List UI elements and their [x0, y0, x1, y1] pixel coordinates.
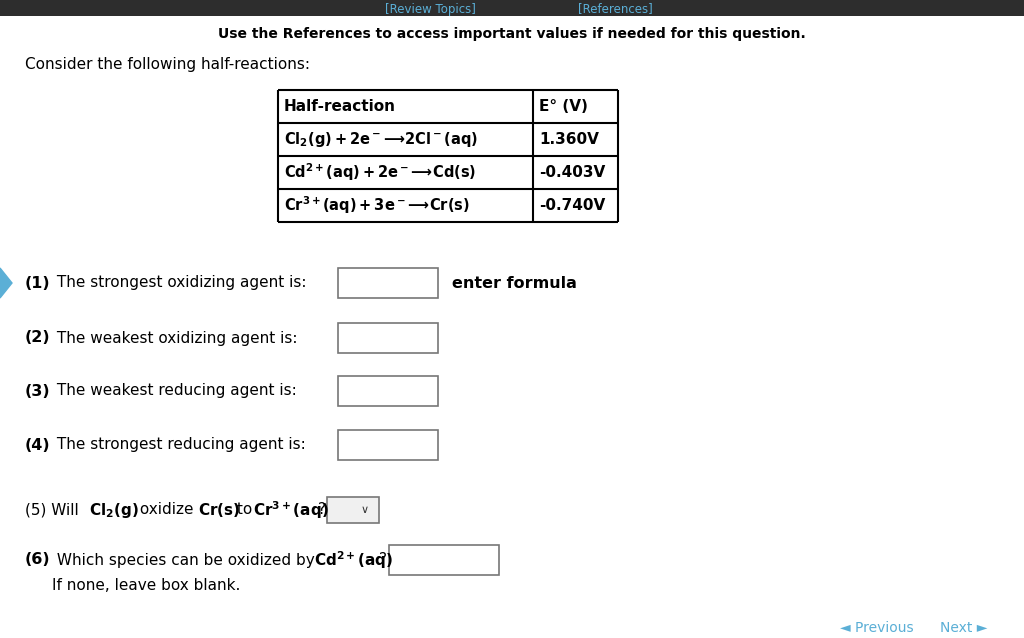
Text: (2): (2) — [25, 330, 50, 346]
Text: The weakest oxidizing agent is:: The weakest oxidizing agent is: — [52, 330, 298, 346]
Text: The strongest oxidizing agent is:: The strongest oxidizing agent is: — [52, 276, 306, 290]
Bar — [389, 545, 499, 575]
Text: ◄ Previous: ◄ Previous — [840, 621, 913, 635]
Bar — [338, 376, 438, 406]
Polygon shape — [0, 268, 12, 298]
Text: E° (V): E° (V) — [539, 99, 588, 114]
Text: Half-reaction: Half-reaction — [284, 99, 396, 114]
Text: $\mathbf{Cl_2(g)}$: $\mathbf{Cl_2(g)}$ — [89, 500, 139, 519]
Bar — [338, 268, 438, 298]
Text: (1): (1) — [25, 276, 50, 290]
Text: $\mathbf{Cr^{3+}(aq) + 3e^- \!\longrightarrow\! Cr(s)}$: $\mathbf{Cr^{3+}(aq) + 3e^- \!\longright… — [284, 195, 470, 216]
Text: $\mathbf{Cl_2(g) + 2e^- \!\longrightarrow\! 2Cl^-(aq)}$: $\mathbf{Cl_2(g) + 2e^- \!\longrightarro… — [284, 130, 478, 149]
Text: [References]: [References] — [578, 3, 652, 15]
Text: [Review Topics]: [Review Topics] — [385, 3, 475, 15]
Text: to: to — [232, 503, 257, 517]
Text: (3): (3) — [25, 383, 50, 399]
Text: (4): (4) — [25, 438, 50, 452]
Text: The weakest reducing agent is:: The weakest reducing agent is: — [52, 383, 297, 399]
Text: $\mathbf{Cd^{2+}(aq)}$: $\mathbf{Cd^{2+}(aq)}$ — [314, 549, 393, 571]
Text: $\mathbf{Cd^{2+}(aq) + 2e^- \!\longrightarrow\! Cd(s)}$: $\mathbf{Cd^{2+}(aq) + 2e^- \!\longright… — [284, 161, 476, 183]
Text: oxidize: oxidize — [135, 503, 199, 517]
Text: $\mathbf{Cr^{3+}(aq)}$: $\mathbf{Cr^{3+}(aq)}$ — [253, 499, 329, 521]
Text: ?: ? — [318, 503, 326, 517]
Text: ∨: ∨ — [360, 505, 369, 515]
Bar — [338, 323, 438, 353]
Text: (6): (6) — [25, 553, 50, 567]
Text: $\mathbf{Cr(s)}$: $\mathbf{Cr(s)}$ — [198, 501, 241, 519]
Bar — [327, 497, 379, 523]
Text: enter formula: enter formula — [452, 276, 577, 290]
Bar — [338, 430, 438, 460]
Text: Consider the following half-reactions:: Consider the following half-reactions: — [25, 57, 310, 71]
Text: -0.403V: -0.403V — [539, 165, 605, 180]
Text: Which species can be oxidized by: Which species can be oxidized by — [52, 553, 319, 567]
Text: -0.740V: -0.740V — [539, 198, 605, 213]
Text: 1.360V: 1.360V — [539, 132, 599, 147]
Bar — [0, 0, 1024, 16]
Text: Use the References to access important values if needed for this question.: Use the References to access important v… — [218, 27, 806, 41]
Text: (5) Will: (5) Will — [25, 503, 84, 517]
Text: Next ►: Next ► — [940, 621, 987, 635]
Text: If none, leave box blank.: If none, leave box blank. — [52, 577, 241, 593]
Text: The strongest reducing agent is:: The strongest reducing agent is: — [52, 438, 306, 452]
Text: ?: ? — [379, 553, 387, 567]
